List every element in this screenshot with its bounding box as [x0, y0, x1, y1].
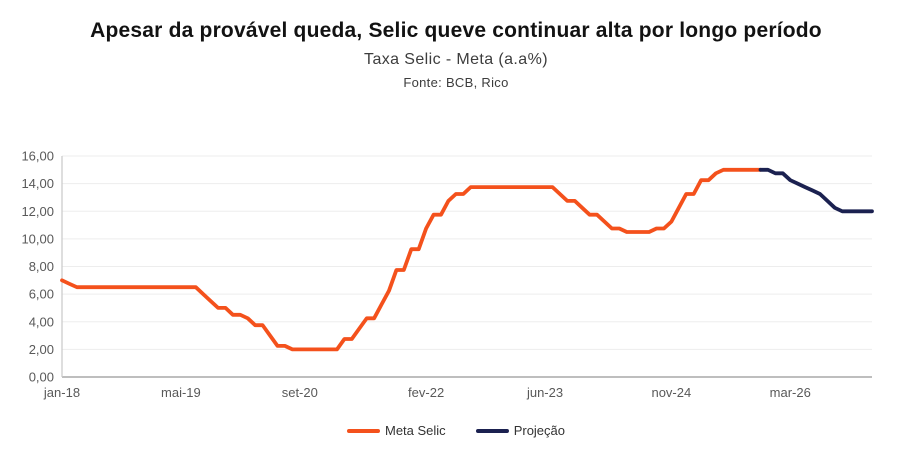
- page-title: Apesar da provável queda, Selic queve co…: [90, 19, 822, 42]
- legend-label-projecao: Projeção: [513, 423, 565, 438]
- y-axis-label: 0,00: [29, 370, 54, 385]
- x-axis-label: jun-23: [526, 385, 563, 400]
- meta-selic-line-icon: [346, 428, 380, 433]
- legend-item-meta-selic: Meta Selic: [346, 423, 446, 438]
- x-axis-label: jan-18: [43, 385, 80, 400]
- y-axis-label: 16,00: [21, 149, 54, 164]
- x-axis-label: mai-19: [161, 385, 201, 400]
- y-axis-label: 12,00: [21, 204, 54, 219]
- chart-source: Fonte: BCB, Rico: [403, 75, 509, 90]
- chart-canvas: 0,00 2,00 4,00 6,00 8,00 10,00 12,00 14,00 16,00…: [21, 149, 874, 400]
- x-axis-label: set-20: [282, 385, 318, 400]
- legend-label-meta-selic: Meta Selic: [384, 423, 446, 438]
- chart-area: 0,00 2,00 4,00 6,00 8,00 10,00 12,00 14,00 16,00…: [0, 140, 912, 416]
- y-axis-label: 4,00: [29, 314, 54, 329]
- x-axis-label: mar-26: [770, 385, 811, 400]
- series-line-1: [758, 167, 874, 214]
- y-axis-label: 6,00: [29, 287, 54, 302]
- x-axis-label: nov-24: [651, 385, 691, 400]
- y-axis-label: 10,00: [21, 231, 54, 246]
- y-axis-label: 14,00: [21, 176, 54, 191]
- legend-item-projecao: Projeção: [475, 423, 565, 438]
- y-axis-label: 8,00: [29, 259, 54, 274]
- x-axis-label: fev-22: [408, 385, 444, 400]
- legend: Meta Selic Projeção: [0, 423, 912, 438]
- y-axis-label: 2,00: [29, 342, 54, 357]
- projecao-line-icon: [475, 428, 509, 433]
- chart-subtitle: Taxa Selic - Meta (a.a%): [364, 51, 548, 68]
- series-line-0: [60, 167, 763, 352]
